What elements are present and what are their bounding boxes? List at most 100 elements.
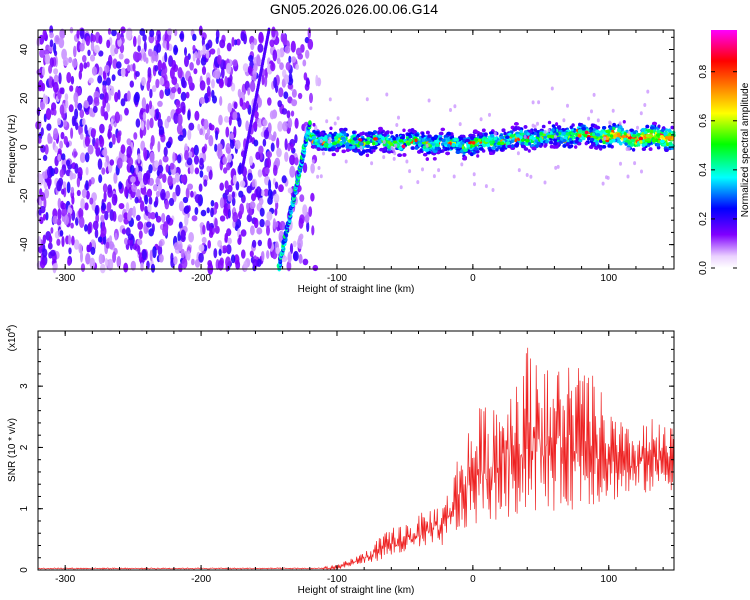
heatmap-cell <box>150 263 156 273</box>
heatmap-cell <box>212 70 219 79</box>
heatmap-cell <box>608 120 612 125</box>
heatmap-cell <box>162 173 167 183</box>
heatmap-cell <box>158 240 163 247</box>
heatmap-cell <box>305 49 310 59</box>
heatmap-cell <box>290 110 295 117</box>
heatmap-cell <box>510 144 515 148</box>
heatmap-cell <box>362 149 366 153</box>
heatmap-cell <box>392 140 397 144</box>
spectrogram-ytick-label: -40 <box>19 237 30 252</box>
heatmap-cell <box>494 139 498 144</box>
heatmap-cell <box>547 120 552 125</box>
heatmap-cell <box>382 140 386 144</box>
heatmap-cell <box>151 107 155 119</box>
heatmap-cell <box>112 211 117 222</box>
heatmap-cell <box>258 145 264 155</box>
heatmap-cell <box>184 47 187 56</box>
heatmap-cell <box>134 196 139 204</box>
heatmap-cell <box>364 132 368 136</box>
heatmap-cell <box>97 158 103 170</box>
heatmap-cell <box>603 136 607 141</box>
heatmap-cell <box>84 124 88 135</box>
heatmap-cell <box>68 247 72 255</box>
heatmap-cell <box>182 128 187 138</box>
heatmap-cell <box>116 256 122 268</box>
heatmap-cell <box>232 211 239 223</box>
heatmap-cell <box>534 139 539 143</box>
heatmap-cell <box>475 149 480 154</box>
heatmap-cell <box>595 125 601 130</box>
heatmap-cell <box>71 235 75 246</box>
heatmap-cell <box>232 59 238 67</box>
heatmap-cell <box>370 161 374 166</box>
heatmap-cell <box>581 130 586 134</box>
heatmap-cell <box>533 128 537 132</box>
heatmap-cell <box>166 115 171 123</box>
heatmap-cell <box>229 132 234 140</box>
heatmap-cell <box>224 75 228 86</box>
spectrogram-ytick-label: 20 <box>19 92 30 104</box>
heatmap-cell <box>148 48 153 57</box>
heatmap-cell <box>247 65 252 75</box>
heatmap-cell <box>222 156 228 165</box>
heatmap-cell <box>270 142 275 152</box>
heatmap-cell <box>40 144 46 153</box>
heatmap-cell <box>543 180 547 185</box>
heatmap-cell <box>104 161 108 168</box>
heatmap-cell <box>667 135 673 140</box>
snr-xtick-label: 100 <box>600 574 617 585</box>
heatmap-cell <box>159 77 165 86</box>
heatmap-cell <box>330 146 336 150</box>
heatmap-cell <box>94 205 99 216</box>
heatmap-cell <box>517 168 521 173</box>
heatmap-cell <box>227 102 233 113</box>
heatmap-cell <box>173 242 179 251</box>
heatmap-cell <box>194 194 201 204</box>
heatmap-cell <box>142 249 147 261</box>
heatmap-cell <box>562 144 567 148</box>
heatmap-cell <box>118 181 123 190</box>
heatmap-cell <box>263 129 270 140</box>
heatmap-cell <box>81 188 87 199</box>
heatmap-cell <box>365 97 369 102</box>
heatmap-cell <box>103 111 109 121</box>
spectrogram-cells <box>35 25 676 275</box>
heatmap-cell <box>106 39 111 49</box>
heatmap-cell <box>145 103 150 114</box>
heatmap-cell <box>70 186 75 194</box>
heatmap-cell <box>247 172 253 181</box>
heatmap-cell <box>143 147 148 160</box>
heatmap-cell <box>441 138 446 143</box>
heatmap-cell <box>570 132 576 136</box>
heatmap-cell <box>609 134 614 138</box>
heatmap-cell <box>331 152 336 157</box>
heatmap-cell <box>90 34 96 43</box>
heatmap-cell <box>190 190 194 198</box>
heatmap-cell <box>270 61 276 72</box>
heatmap-cell <box>151 85 157 93</box>
heatmap-cell <box>42 93 46 104</box>
heatmap-cell <box>249 207 253 217</box>
heatmap-cell <box>609 126 613 131</box>
heatmap-cell <box>386 150 392 154</box>
heatmap-cell <box>200 56 207 66</box>
heatmap-cell <box>272 49 278 62</box>
heatmap-cell <box>526 132 530 136</box>
heatmap-cell <box>221 245 228 254</box>
heatmap-cell <box>137 153 141 164</box>
heatmap-cell <box>167 175 173 187</box>
heatmap-cell <box>198 183 203 192</box>
heatmap-cell <box>328 136 332 141</box>
heatmap-cell <box>56 238 61 246</box>
heatmap-cell <box>462 138 466 143</box>
heatmap-cell <box>199 97 205 105</box>
heatmap-cell <box>174 28 178 37</box>
heatmap-cell <box>226 162 231 171</box>
heatmap-cell <box>568 137 573 142</box>
heatmap-cell <box>58 177 64 187</box>
heatmap-cell <box>345 145 350 149</box>
heatmap-cell <box>120 144 126 154</box>
heatmap-cell <box>488 148 493 153</box>
heatmap-cell <box>170 252 174 263</box>
heatmap-cell <box>499 147 504 151</box>
